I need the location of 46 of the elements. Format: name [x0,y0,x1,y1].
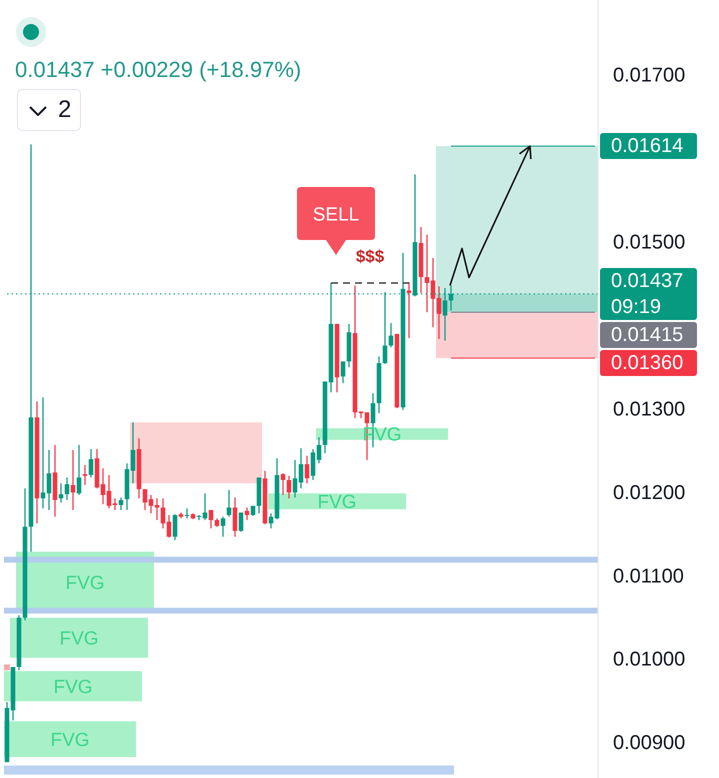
candlestick [88,448,94,478]
band-label: FVG [50,730,90,751]
y-tick-label: 0.01000 [613,648,686,671]
candlestick [304,455,310,484]
price-tag: 0.01415 [600,322,697,348]
candlestick [406,282,412,339]
candlestick [76,444,82,496]
y-tick-label: 0.01100 [613,565,684,588]
candlestick [58,482,64,504]
band-label: FVG [317,492,357,513]
band-label: FVG [65,572,105,594]
candlestick [220,516,226,538]
band-label: FVG [53,676,93,698]
candlestick [118,496,124,511]
candlestick [64,476,70,501]
series-label: $$$ [356,246,385,266]
band-label: FVG [59,628,99,650]
y-tick-label: 0.01500 [613,231,686,254]
candlestick [184,508,190,519]
annotation: 2 [58,96,72,123]
price-tag: 0.01360 [600,350,697,376]
candlestick [280,472,286,496]
annotation: SELL [312,204,360,226]
ref-line-label: 0.01360 [611,350,684,376]
y-tick-label: 0.01200 [613,482,686,504]
y-tick-label: 0.01300 [613,398,686,420]
candlestick [286,475,292,499]
ref-line-label: 0.01614 [611,134,684,160]
candlestick [244,506,250,521]
dropdown-button: 2 [17,89,81,131]
ref-line-label: 0.01437 09:19 [611,268,684,320]
candlestick [388,322,394,348]
candlestick [70,449,76,511]
y-tick-label: 0.00900 [613,732,686,754]
y-tick-label: 0.01700 [613,64,686,86]
text: 0.01437 +0.00229 (+18.97%) [15,57,302,83]
candlestick [82,464,88,486]
ref-line-label: 0.01415 [611,322,684,348]
candlestick [340,360,346,384]
candlestick [232,496,238,538]
candlestick [226,489,232,518]
candlestick [172,514,178,541]
candlestick [238,512,244,532]
price-tag: 0.01437 09:19 [600,268,697,320]
candlestick [208,509,214,530]
price-tag: 0.01614 [600,133,697,160]
